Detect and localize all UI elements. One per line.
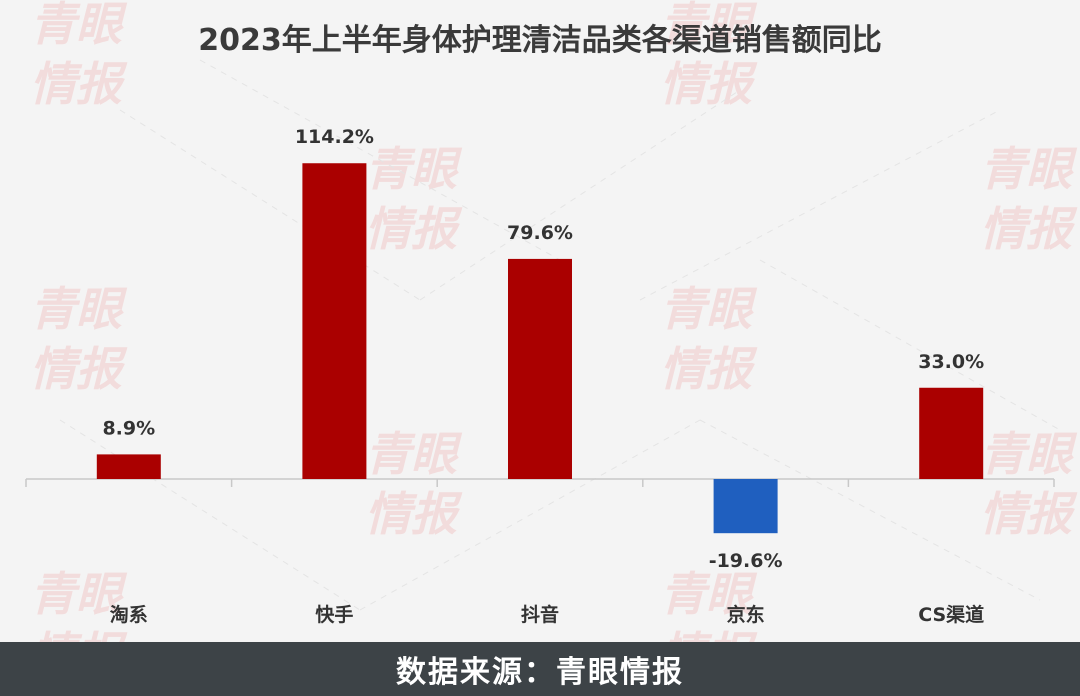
watermark-text: 情报 bbox=[30, 57, 128, 111]
bar-series bbox=[96, 163, 984, 534]
watermark-text: 情报 bbox=[980, 202, 1078, 256]
value-label: 114.2% bbox=[295, 126, 374, 148]
watermark-text: 青眼 bbox=[30, 0, 128, 51]
decorative-line bbox=[359, 419, 701, 611]
x-axis-ticks bbox=[25, 479, 1055, 487]
bar-抖音 bbox=[508, 258, 572, 479]
category-labels: 淘系 快手 抖音 京东 CS渠道 bbox=[110, 603, 984, 626]
category-label: 京东 bbox=[727, 603, 765, 626]
decorative-line bbox=[199, 59, 561, 261]
data-source-footer: 数据来源：青眼情报 bbox=[0, 642, 1080, 696]
chart-title: 2023年上半年身体护理清洁品类各渠道销售额同比 bbox=[198, 23, 882, 58]
watermark-text: 青眼 bbox=[980, 142, 1078, 196]
watermark-text: 情报 bbox=[365, 202, 463, 256]
category-label: CS渠道 bbox=[918, 603, 984, 626]
category-label: 淘系 bbox=[110, 603, 148, 626]
category-label: 快手 bbox=[315, 603, 353, 626]
watermark-text: 青眼 bbox=[980, 427, 1078, 481]
bar-快手 bbox=[302, 163, 367, 479]
bar-CS渠道 bbox=[919, 387, 984, 479]
value-label: 8.9% bbox=[102, 417, 155, 439]
watermark-text: 情报 bbox=[365, 487, 463, 541]
watermark-text: 青眼 bbox=[30, 282, 128, 336]
watermark-text: 青眼 bbox=[660, 282, 758, 336]
watermark-layer: 青眼情报青眼情报青眼情报青眼情报青眼情报青眼情报青眼情报青眼情报青眼情报青眼情报 bbox=[30, 0, 1078, 642]
watermark-text: 情报 bbox=[660, 627, 758, 642]
watermark-text: 情报 bbox=[660, 57, 758, 111]
watermark-text: 情报 bbox=[30, 627, 128, 642]
value-labels: 8.9% 114.2% 79.6% -19.6% 33.0% bbox=[102, 126, 984, 572]
chart: 青眼情报青眼情报青眼情报青眼情报青眼情报青眼情报青眼情报青眼情报青眼情报青眼情报… bbox=[25, 0, 1078, 642]
bar-京东 bbox=[713, 479, 778, 534]
bar-淘系 bbox=[96, 454, 161, 479]
watermark-text: 情报 bbox=[980, 487, 1078, 541]
value-label: 33.0% bbox=[918, 351, 984, 373]
decorative-line bbox=[419, 89, 741, 301]
category-label: 抖音 bbox=[521, 603, 559, 626]
decorative-lines bbox=[59, 59, 1061, 611]
decorative-line bbox=[759, 259, 1061, 431]
watermark-text: 情报 bbox=[660, 342, 758, 396]
value-label: 79.6% bbox=[507, 222, 573, 244]
watermark-text: 青眼 bbox=[365, 142, 463, 196]
watermark-text: 青眼 bbox=[660, 567, 758, 621]
watermark-text: 青眼 bbox=[365, 427, 463, 481]
watermark-text: 情报 bbox=[30, 342, 128, 396]
watermark-text: 青眼 bbox=[30, 567, 128, 621]
decorative-line bbox=[699, 419, 1041, 601]
value-label: -19.6% bbox=[709, 550, 783, 572]
decorative-line bbox=[639, 109, 1001, 301]
watermark-text: 青眼 bbox=[660, 0, 758, 51]
